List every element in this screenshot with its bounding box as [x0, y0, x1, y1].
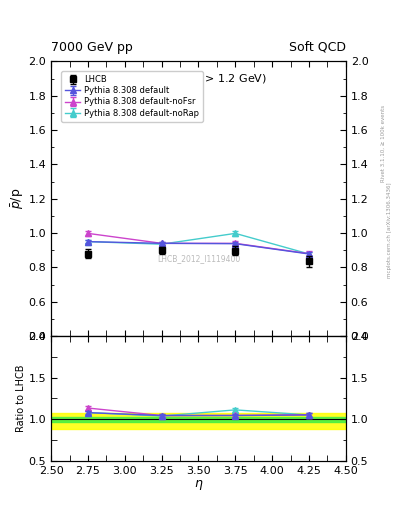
Text: Soft QCD: Soft QCD — [289, 41, 346, 54]
Text: $\bar{p}/p$ vs $|y|$ ($p_{T}$ > 1.2 GeV): $\bar{p}/p$ vs $|y|$ ($p_{T}$ > 1.2 GeV) — [130, 72, 267, 87]
Legend: LHCB, Pythia 8.308 default, Pythia 8.308 default-noFsr, Pythia 8.308 default-noR: LHCB, Pythia 8.308 default, Pythia 8.308… — [61, 71, 203, 122]
X-axis label: $\eta$: $\eta$ — [194, 478, 203, 493]
Text: mcplots.cern.ch [arXiv:1306.3436]: mcplots.cern.ch [arXiv:1306.3436] — [387, 183, 391, 278]
Text: LHCB_2012_I1119400: LHCB_2012_I1119400 — [157, 254, 240, 264]
Y-axis label: Ratio to LHCB: Ratio to LHCB — [16, 365, 26, 432]
Text: 7000 GeV pp: 7000 GeV pp — [51, 41, 133, 54]
Y-axis label: $\bar{p}$/p: $\bar{p}$/p — [9, 188, 26, 209]
Bar — [51, 417, 346, 422]
Bar — [51, 413, 346, 429]
Text: Rivet 3.1.10, ≥ 100k events: Rivet 3.1.10, ≥ 100k events — [381, 105, 386, 182]
